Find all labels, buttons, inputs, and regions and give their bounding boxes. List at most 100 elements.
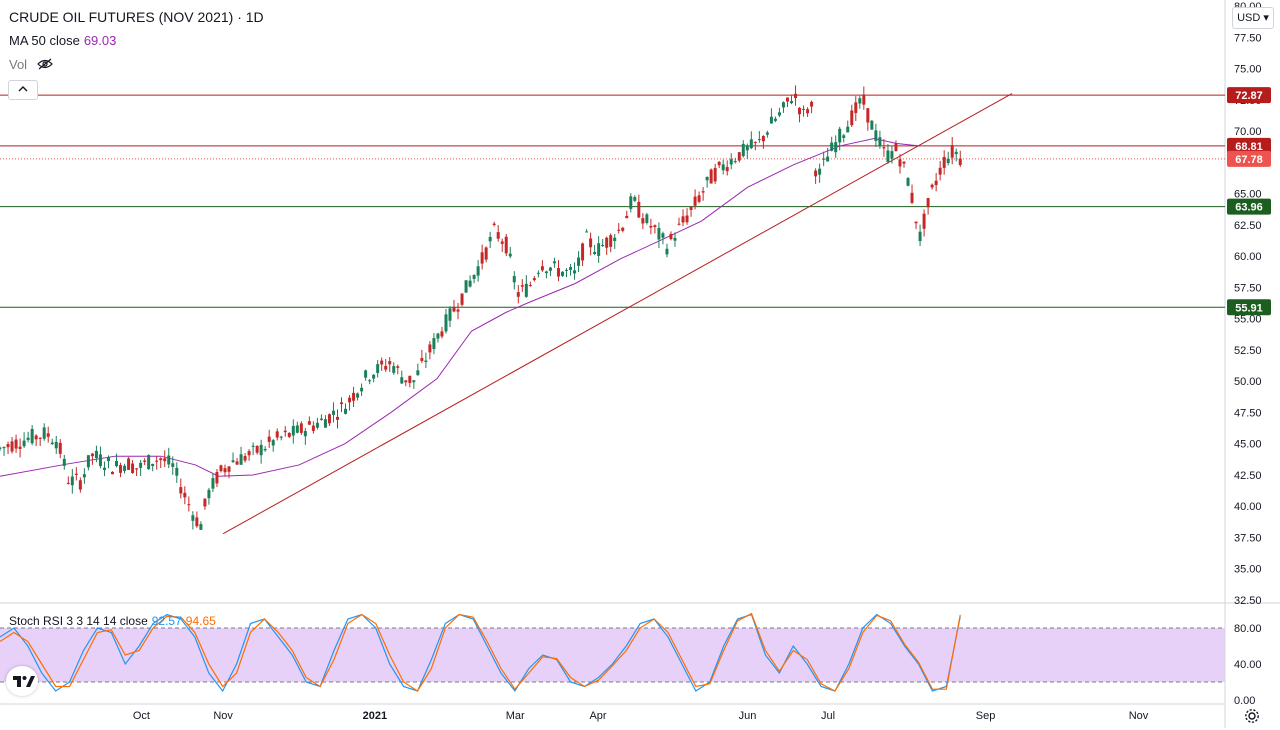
candle-body: [810, 101, 814, 107]
candle-body: [30, 428, 34, 444]
candle-body: [106, 457, 110, 462]
candle-body: [408, 375, 412, 383]
candle-body: [657, 228, 661, 240]
candle-body: [565, 269, 569, 271]
candle-body: [850, 110, 854, 126]
candle-body: [709, 169, 713, 184]
candle-body: [769, 116, 773, 124]
candle-body: [806, 109, 810, 114]
candle-body: [22, 440, 26, 447]
eye-hidden-icon[interactable]: [36, 58, 53, 74]
candle-body: [139, 462, 143, 468]
settings-gear-icon[interactable]: [1243, 707, 1261, 725]
price-labels-layer: 72.87 68.81 63.96 55.91 67.78: [1227, 87, 1271, 316]
candle-body: [544, 271, 548, 274]
level-label: 55.91: [1235, 302, 1263, 314]
time-tick-label: Nov: [1129, 710, 1149, 722]
collapse-legend-button[interactable]: [8, 80, 38, 100]
tradingview-logo[interactable]: [6, 666, 38, 696]
candle-body: [814, 170, 818, 177]
candle-body: [858, 98, 862, 104]
candle-body: [279, 436, 283, 438]
candles-layer[interactable]: [0, 85, 962, 531]
candle-body: [906, 178, 910, 186]
candle-body: [898, 159, 902, 167]
currency-selector[interactable]: USD ▾: [1232, 7, 1274, 29]
candle-body: [62, 458, 66, 466]
candle-body: [476, 266, 480, 276]
candle-body: [524, 283, 528, 297]
candle-body: [352, 392, 356, 401]
candle-body: [613, 237, 617, 242]
candle-body: [573, 270, 577, 274]
candle-body: [492, 223, 496, 225]
candle-body: [46, 433, 50, 437]
chevron-up-icon: [18, 86, 28, 92]
candle-body: [307, 421, 311, 425]
candle-body: [448, 308, 452, 321]
price-tick-label: 70.00: [1234, 126, 1262, 138]
candle-body: [637, 201, 641, 218]
price-tick-label: 77.50: [1234, 32, 1262, 44]
stoch-tick-label: 80.00: [1234, 623, 1262, 635]
candle-body: [110, 471, 114, 475]
candle-body: [773, 118, 777, 121]
candle-body: [605, 237, 609, 248]
candle-body: [432, 338, 436, 350]
candle-body: [737, 152, 741, 161]
candle-body: [818, 168, 822, 175]
candle-body: [902, 161, 906, 164]
symbol-title[interactable]: CRUDE OIL FUTURES (NOV 2021) · 1D: [9, 9, 264, 25]
trendline: [222, 93, 1013, 535]
candle-body: [460, 293, 464, 305]
candle-body: [404, 380, 408, 383]
candle-body: [167, 455, 171, 465]
candle-body: [536, 272, 540, 274]
ma-legend[interactable]: MA 50 close 69.03: [9, 33, 116, 49]
candle-body: [311, 425, 315, 431]
candle-body: [733, 161, 737, 163]
candle-body: [327, 414, 331, 424]
candle-body: [673, 237, 677, 241]
candle-body: [115, 460, 119, 467]
level-label: 63.96: [1235, 202, 1263, 214]
candle-body: [665, 248, 669, 255]
candle-body: [119, 465, 123, 473]
candle-body: [649, 225, 653, 228]
candle-body: [10, 441, 14, 452]
candle-body: [187, 504, 191, 506]
price-tick-label: 35.00: [1234, 564, 1262, 576]
stoch-rsi-legend[interactable]: Stoch RSI 3 3 14 14 close 92.57 94.65: [9, 613, 216, 629]
candle-body: [958, 158, 962, 165]
candle-body: [123, 465, 127, 471]
candle-body: [203, 498, 207, 507]
candle-body: [412, 380, 416, 383]
candle-body: [621, 227, 625, 231]
candle-body: [641, 218, 645, 224]
candle-body: [488, 236, 492, 242]
price-tick-label: 62.50: [1234, 220, 1262, 232]
candle-body: [356, 393, 360, 398]
candle-body: [239, 454, 243, 465]
candle-body: [552, 261, 556, 264]
ma-50-line: [0, 138, 921, 477]
candle-body: [914, 221, 918, 224]
stoch-lines-layer: [0, 612, 961, 693]
candle-body: [275, 431, 279, 438]
candle-body: [954, 151, 958, 155]
candle-body: [870, 120, 874, 130]
candle-body: [376, 364, 380, 373]
candle-body: [693, 196, 697, 206]
price-tick-label: 55.00: [1234, 314, 1262, 326]
stoch-band: [0, 628, 1225, 682]
candle-body: [577, 257, 581, 266]
candle-body: [922, 213, 926, 229]
stoch-d-value: 94.65: [185, 614, 216, 628]
candle-body: [569, 267, 573, 270]
candle-body: [267, 436, 271, 442]
candle-body: [78, 480, 82, 490]
price-tick-label: 37.50: [1234, 532, 1262, 544]
candle-body: [585, 231, 589, 233]
volume-legend[interactable]: Vol: [9, 57, 53, 74]
candle-body: [890, 151, 894, 159]
